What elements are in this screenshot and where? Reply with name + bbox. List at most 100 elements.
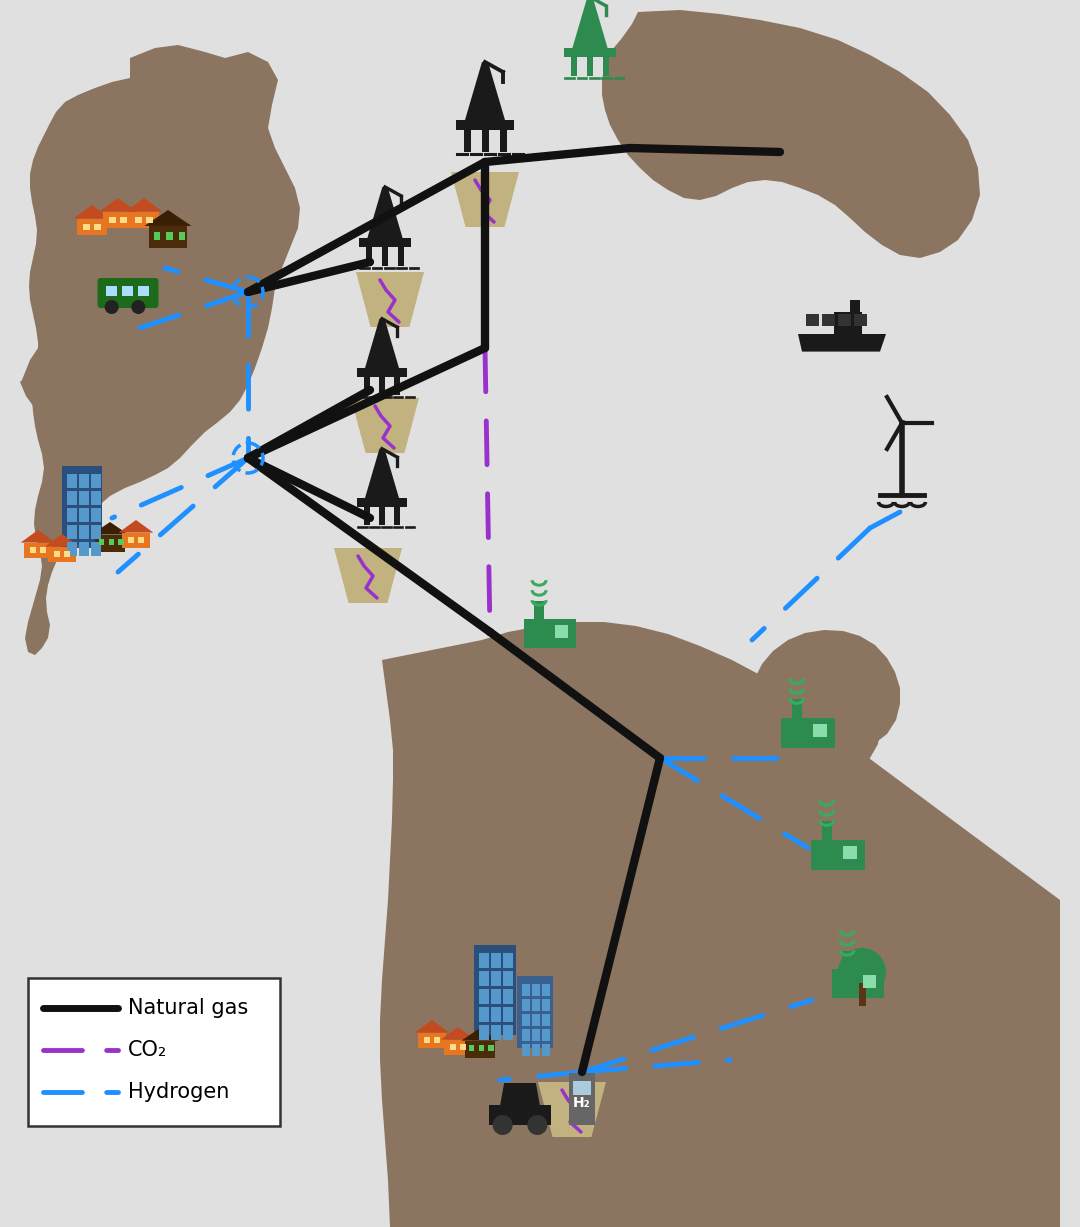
Bar (569, 1072, 595, 1125)
Bar (24, 542, 52, 558)
Circle shape (838, 948, 886, 996)
Text: Hydrogen: Hydrogen (129, 1082, 229, 1102)
Polygon shape (538, 1082, 606, 1137)
Bar (98, 540, 104, 545)
Bar (491, 953, 501, 968)
Circle shape (132, 299, 146, 314)
Bar (478, 1045, 484, 1052)
Bar (480, 971, 489, 987)
Bar (357, 498, 407, 507)
Bar (532, 1014, 540, 1026)
Bar (843, 845, 856, 859)
Bar (532, 999, 540, 1011)
Circle shape (527, 1115, 548, 1135)
Bar (127, 537, 134, 544)
Bar (382, 247, 388, 266)
Bar (463, 130, 471, 152)
Bar (565, 48, 616, 56)
Bar (62, 466, 102, 548)
Bar (366, 247, 373, 266)
Bar (522, 999, 530, 1011)
Bar (532, 984, 540, 996)
Polygon shape (500, 1083, 540, 1106)
Bar (542, 1029, 550, 1040)
Bar (91, 525, 102, 539)
Bar (394, 377, 401, 395)
Bar (79, 542, 89, 556)
Bar (67, 508, 77, 521)
Bar (166, 232, 173, 239)
Bar (67, 474, 77, 488)
Polygon shape (44, 534, 79, 546)
Bar (379, 377, 384, 395)
Bar (434, 1037, 441, 1043)
Bar (524, 620, 576, 648)
Bar (94, 223, 102, 229)
Polygon shape (145, 210, 191, 226)
Bar (79, 508, 89, 521)
Bar (147, 217, 153, 222)
Bar (129, 211, 159, 228)
Circle shape (492, 1115, 513, 1135)
Bar (418, 1033, 446, 1048)
Bar (40, 547, 46, 553)
Polygon shape (602, 10, 980, 258)
Polygon shape (798, 334, 886, 352)
Polygon shape (351, 398, 419, 453)
Bar (503, 1007, 513, 1022)
Bar (474, 945, 516, 1036)
Bar (854, 314, 867, 326)
Polygon shape (572, 0, 608, 48)
Bar (535, 601, 543, 621)
Bar (121, 286, 133, 296)
Bar (532, 1029, 540, 1040)
Bar (364, 377, 369, 395)
Bar (781, 718, 835, 748)
Bar (838, 314, 851, 326)
Bar (137, 286, 149, 296)
Polygon shape (125, 198, 163, 211)
Bar (357, 368, 407, 377)
Bar (28, 978, 280, 1126)
Bar (48, 546, 76, 562)
Bar (503, 953, 513, 968)
Bar (456, 120, 514, 130)
Bar (394, 507, 401, 525)
Bar (91, 491, 102, 506)
Bar (91, 474, 102, 488)
Bar (480, 1025, 489, 1040)
Polygon shape (415, 1020, 449, 1033)
Bar (122, 533, 150, 548)
Bar (822, 821, 832, 842)
Bar (79, 491, 89, 506)
FancyBboxPatch shape (97, 279, 159, 308)
Text: Natural gas: Natural gas (129, 998, 248, 1018)
Bar (503, 989, 513, 1004)
Polygon shape (365, 449, 399, 498)
Bar (423, 1037, 430, 1043)
Polygon shape (465, 63, 505, 120)
Bar (83, 223, 90, 229)
Bar (811, 840, 865, 870)
Bar (522, 1029, 530, 1040)
Bar (106, 286, 117, 296)
Polygon shape (119, 520, 153, 533)
Bar (573, 1081, 591, 1094)
Bar (813, 724, 827, 737)
Bar (491, 1007, 501, 1022)
Bar (489, 1106, 551, 1125)
Bar (465, 1040, 495, 1058)
Bar (480, 989, 489, 1004)
Bar (863, 974, 876, 988)
Bar (542, 1014, 550, 1026)
Bar (79, 525, 89, 539)
Polygon shape (334, 548, 402, 602)
Bar (77, 218, 107, 236)
Polygon shape (461, 1028, 499, 1040)
Bar (138, 537, 145, 544)
Bar (834, 312, 862, 334)
Bar (522, 1044, 530, 1056)
Bar (522, 1014, 530, 1026)
Bar (488, 1045, 494, 1052)
Bar (91, 508, 102, 521)
